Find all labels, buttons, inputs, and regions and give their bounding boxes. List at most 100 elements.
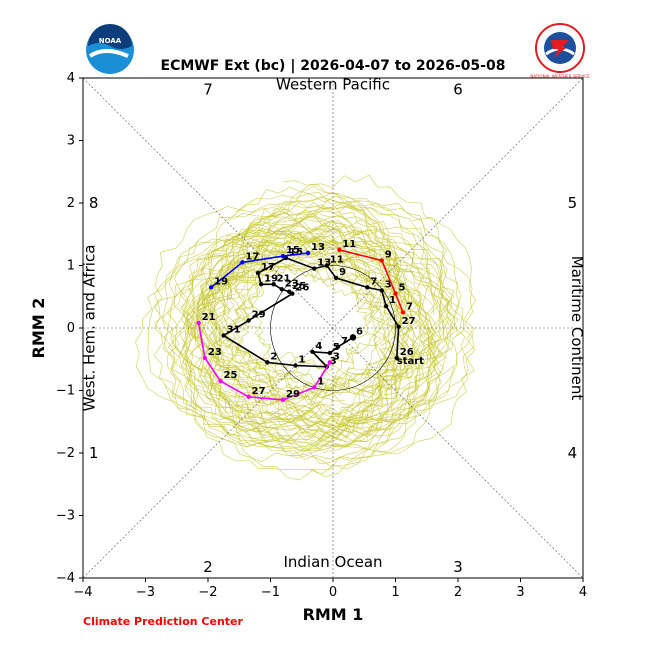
series-point-label: 7 [406,301,413,312]
series-point [279,287,284,292]
series-point-label: 11 [330,255,344,266]
ensemble-member-line [167,200,462,481]
series-point-label: 9 [385,250,392,261]
series-point [280,397,286,403]
series-point-label: 23 [285,278,299,289]
series-point-label: 27 [252,386,266,397]
series-point [305,250,311,256]
series-point [280,253,286,259]
phase-label: 8 [89,194,99,212]
noaa-logo: NOAA [86,24,134,74]
ensemble-member-line [182,199,451,475]
series-point-label: 4 [315,341,322,352]
ensemble-member-line [167,186,404,452]
series-point-label: 13 [311,242,325,253]
ensemble-member-line [228,232,389,428]
series-point [312,266,317,271]
y-tick-label: 2 [67,196,75,211]
ensemble-member-line [192,241,460,420]
series-point-label: 2 [270,351,277,362]
unit-circle [270,265,396,391]
series-point-label: 1 [389,295,396,306]
series-point [246,318,251,323]
y-tick-label: −2 [56,446,75,461]
series-point-label: 1 [317,376,324,387]
y-tick-label: −1 [56,384,75,399]
series-point-label: 7 [370,276,377,287]
y-axis-label: RMM 2 [29,298,48,359]
series-point-label: 13 [317,258,331,269]
ensemble-member-line [225,225,409,402]
nws-logo: NATIONAL WEATHER SERVICE [530,23,590,79]
series-point [293,363,298,368]
series-group: 2627137911131517192123252629312134576sta… [221,247,424,369]
series-point [400,310,406,315]
ensemble-member-line [163,228,419,443]
series-point [335,344,341,349]
y-tick-label: 0 [67,321,75,336]
phase-label: 5 [568,194,578,212]
series-point [255,270,261,276]
region-label-bottom: Indian Ocean [283,553,382,571]
series-point-label: 7 [341,336,348,347]
series-point [383,303,389,309]
phase-label: 1 [89,444,99,462]
footer-credit: Climate Prediction Center [83,615,243,628]
x-tick-label: 0 [329,585,337,600]
phase-label: 3 [453,558,463,576]
ensemble-member-line [153,192,430,449]
series-point [208,285,214,290]
ensemble-member-line [184,200,416,463]
series-point [202,355,208,361]
series-point [393,291,398,296]
phase-label: 7 [203,80,213,98]
y-tick-label: 1 [67,259,75,274]
ensemble-member-line [153,203,442,465]
ensemble-member-line [212,252,401,439]
series-point [324,263,329,268]
series-point [240,260,245,265]
series-point-label: 5 [399,283,406,294]
series-point-label: 11 [342,239,356,250]
series-point [196,320,201,326]
ensemble-member-line [197,234,390,454]
ensemble-member-line [167,192,475,455]
series-point-label: 21 [277,273,291,284]
start-label: start [397,356,424,367]
series-line [222,257,400,368]
ensemble-member-line [201,191,434,421]
series-point-label: 17 [245,251,259,262]
y-tick-label: 3 [67,134,75,149]
series-point-label: 31 [227,325,241,336]
ensemble-member-line [135,206,454,439]
series-point-label: 1 [299,355,306,366]
region-label-left: West. Hem. and Africa [80,245,98,412]
series-point [337,247,342,253]
series-point [327,360,333,365]
x-axis-label: RMM 1 [303,605,364,624]
ensemble-member-line [197,240,408,417]
x-tick-label: 1 [391,585,399,600]
region-label-top: Western Pacific [276,75,390,93]
chart-title: ECMWF Ext (bc) | 2026-04-07 to 2026-05-0… [161,58,506,74]
series-point [327,350,333,356]
series-point-label: 15 [286,245,300,256]
ensemble-member-line [218,265,427,403]
noaa-logo-text: NOAA [99,37,122,45]
series-point [310,349,315,354]
series-point [379,288,384,293]
series-point-label: 3 [333,351,340,362]
series-point-label: 26 [400,347,414,358]
series-point-label: 9 [339,267,346,278]
x-tick-label: −1 [261,585,280,600]
x-tick-label: 3 [516,585,524,600]
ensemble-member-line [201,219,441,461]
series-point [333,275,339,281]
ensemble-member-line [181,196,395,442]
nws-logo-text: NATIONAL WEATHER SERVICE [530,74,590,79]
ensemble-member-line [201,250,430,398]
series-point [379,258,384,263]
series-point-label: 25 [292,281,306,292]
series-point [221,333,226,338]
